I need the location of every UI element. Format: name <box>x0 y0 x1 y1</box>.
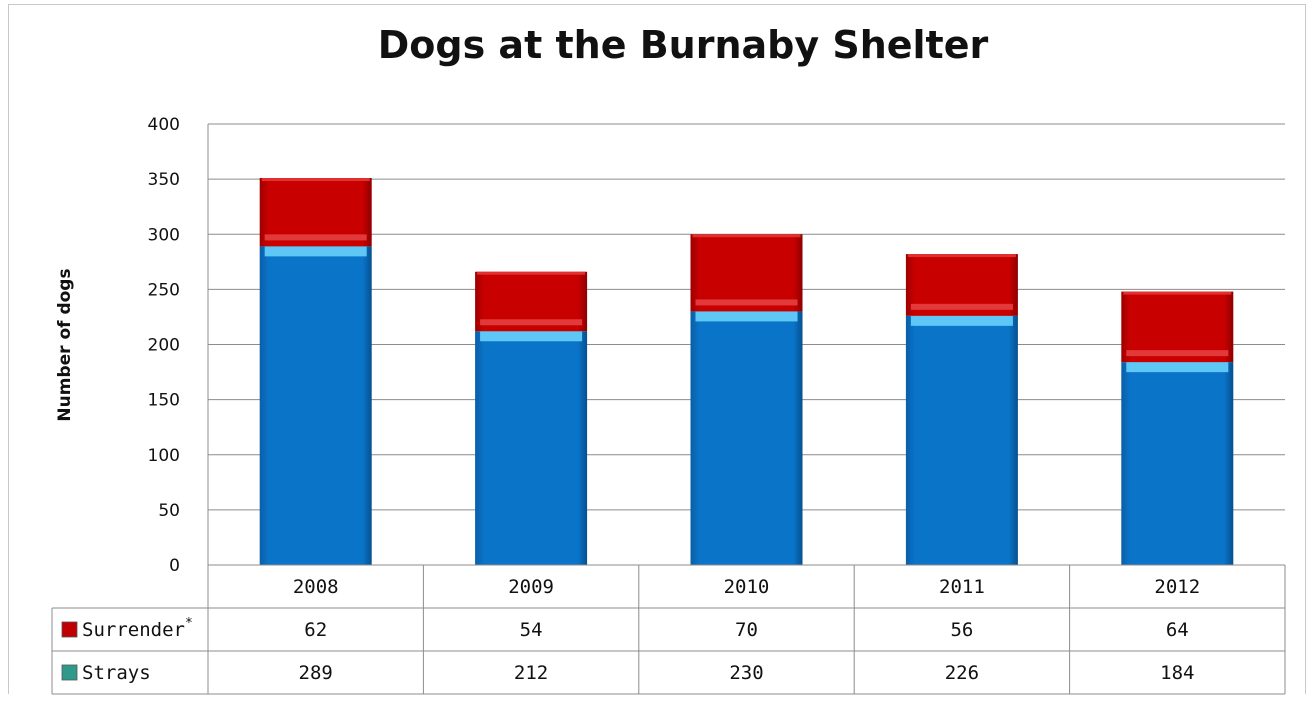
legend-label-strays: Strays <box>82 662 151 684</box>
data-label-surrender: 54 <box>520 619 543 641</box>
y-tick-label: 0 <box>169 556 180 576</box>
legend-label-surrender: Surrender* <box>82 616 193 641</box>
bar-surrender-2010 <box>690 234 803 312</box>
bar-surrender-top-2012 <box>1123 291 1232 295</box>
y-tick-label: 100 <box>148 446 180 466</box>
y-tick-label: 50 <box>158 501 180 521</box>
bar-strays-2011 <box>905 315 1018 565</box>
bar-surrender-top-2011 <box>907 254 1016 258</box>
legend-label-footnote-mark: * <box>185 616 193 631</box>
legend-swatch-surrender <box>61 621 78 638</box>
bar-strays-top-2008 <box>264 244 367 257</box>
y-tick-label: 250 <box>148 280 180 300</box>
data-label-surrender: 62 <box>304 619 327 641</box>
legend-swatch-strays <box>61 664 78 681</box>
data-label-surrender: 64 <box>1166 619 1189 641</box>
data-label-strays: 212 <box>514 662 548 684</box>
y-tick-label: 350 <box>148 170 180 190</box>
y-tick-label: 200 <box>148 336 180 356</box>
bar-strays-top-2009 <box>480 329 583 342</box>
data-label-strays: 184 <box>1160 662 1194 684</box>
bar-strays-top-2011 <box>910 313 1013 326</box>
data-label-surrender: 56 <box>950 619 973 641</box>
data-label-strays: 289 <box>299 662 333 684</box>
y-axis-label: Number of dogs <box>55 268 75 421</box>
data-label-strays: 230 <box>729 662 763 684</box>
bar-surrender-top-2010 <box>692 234 801 238</box>
bar-surrender-top-2009 <box>477 271 586 275</box>
x-tick-label: 2010 <box>724 576 770 598</box>
y-axis-ticks: 0 50 100 150 200 250 300 350 400 <box>148 115 180 576</box>
bar-strays-2009 <box>475 331 588 565</box>
bar-surrender-band-2012 <box>1126 350 1229 357</box>
bar-surrender-band-2011 <box>910 303 1013 310</box>
x-tick-label: 2012 <box>1154 576 1200 598</box>
bar-strays-2012 <box>1121 362 1234 565</box>
bar-surrender-band-2010 <box>695 299 798 306</box>
data-table: 2008 2009 2010 2011 2012 Surrender* 62 54 70 56 64… <box>51 564 1286 695</box>
bars <box>259 178 1234 565</box>
bar-surrender-band-2008 <box>264 234 367 241</box>
bar-surrender-top-2008 <box>261 178 370 182</box>
chart-frame <box>8 4 1306 694</box>
chart-title: Dogs at the Burnaby Shelter <box>378 23 989 67</box>
bar-strays-2010 <box>690 311 803 565</box>
bar-surrender-band-2009 <box>480 319 583 326</box>
bar-strays-top-2012 <box>1126 360 1229 373</box>
y-tick-label: 300 <box>148 225 180 245</box>
data-label-surrender: 70 <box>735 619 758 641</box>
data-label-strays: 226 <box>945 662 979 684</box>
x-tick-label: 2009 <box>508 576 554 598</box>
x-tick-label: 2008 <box>293 576 339 598</box>
y-tick-label: 400 <box>148 115 180 135</box>
y-tick-label: 150 <box>148 391 180 411</box>
x-tick-label: 2011 <box>939 576 985 598</box>
bar-strays-top-2010 <box>695 309 798 322</box>
bar-strays-2008 <box>259 246 372 565</box>
